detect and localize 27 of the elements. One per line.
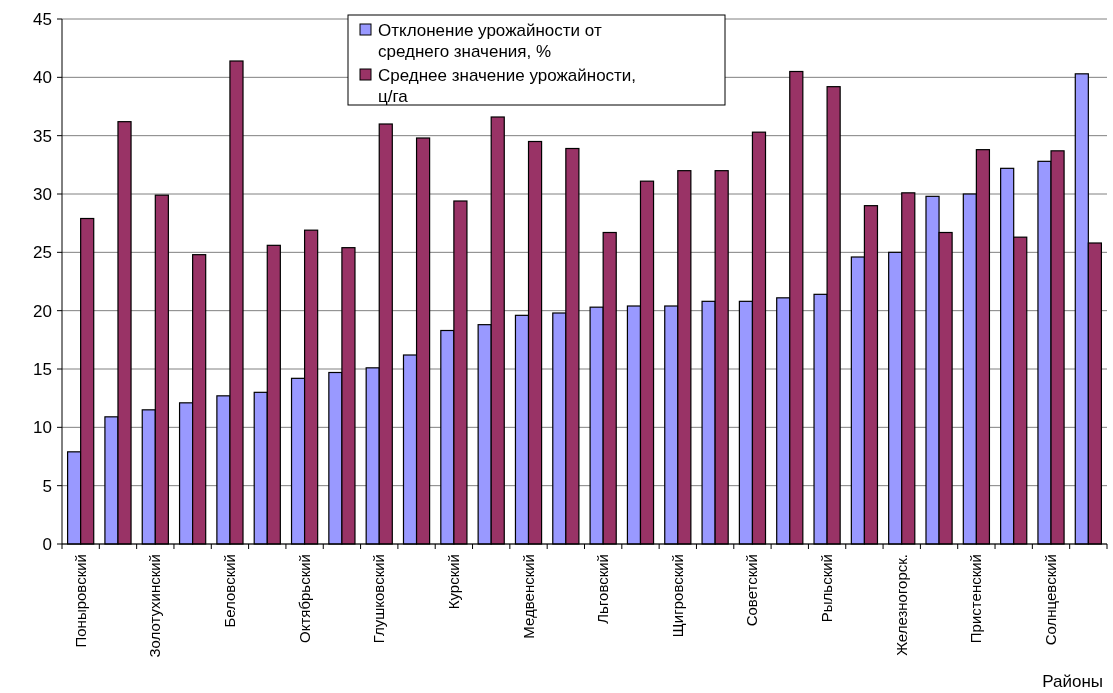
x-tick-label: Солнцевский: [1042, 554, 1060, 646]
x-tick-label: Рыльский: [818, 554, 836, 623]
x-tick-label: Железногорск.: [892, 554, 910, 656]
x-tick-label: Глушковский: [370, 554, 388, 644]
x-tick-label: Поныровский: [71, 554, 89, 648]
x-tick-label: Медвенский: [519, 554, 537, 639]
y-tick-label: 0: [42, 534, 52, 554]
x-tick-label: Пристенский: [967, 554, 985, 644]
x-tick-label: Беловский: [220, 554, 238, 628]
x-tick-label: Советский: [743, 554, 761, 627]
y-tick-label: 20: [33, 301, 52, 321]
y-tick-label: 40: [33, 68, 52, 88]
y-tick-label: 45: [33, 9, 52, 29]
x-tick-label: Льговский: [594, 554, 612, 624]
x-axis-title: Районы: [1042, 672, 1103, 691]
x-tick-label: Щигровский: [668, 554, 686, 638]
x-tick-label: Курский: [444, 554, 462, 610]
y-tick-label: 15: [33, 359, 52, 379]
y-tick-label: 25: [33, 243, 52, 263]
x-tick-label: Октябрьский: [295, 554, 313, 643]
y-tick-label: 35: [33, 126, 52, 146]
legend-label: Отклонение урожайности от среднего значения, %: [378, 20, 602, 61]
y-tick-label: 10: [33, 418, 52, 438]
x-tick-label: Золотухинский: [146, 554, 164, 658]
y-tick-label: 5: [42, 476, 52, 496]
y-tick-label: 30: [33, 184, 52, 204]
legend-label: Среднее значение урожайности, ц/га: [378, 65, 637, 106]
